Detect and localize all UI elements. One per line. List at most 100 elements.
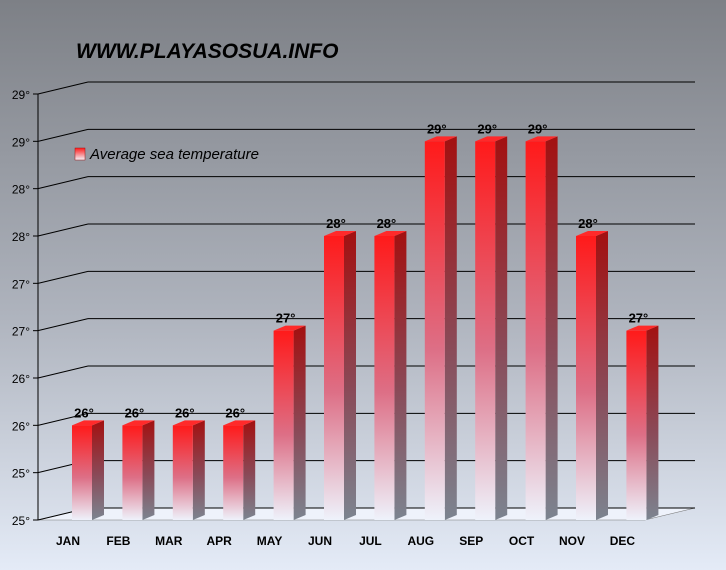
data-label: 29°	[477, 121, 497, 136]
bar-side	[646, 325, 659, 520]
bar-top	[72, 420, 104, 426]
x-tick-label: MAR	[155, 534, 183, 548]
bar-apr	[223, 420, 256, 520]
bar-top	[374, 231, 407, 236]
bar-dec	[626, 325, 659, 520]
y-tick-label: 28°	[12, 230, 30, 244]
bar-front	[424, 141, 445, 521]
y-tick-label: 25°	[12, 514, 30, 528]
bar-side	[495, 136, 508, 521]
y-tick-label: 29°	[12, 135, 30, 149]
data-label: 29°	[427, 121, 447, 136]
y-tick-label: 28°	[12, 183, 30, 197]
bar-sep	[475, 136, 508, 521]
bar-top	[525, 136, 558, 142]
data-label: 27°	[629, 311, 649, 326]
bar-top	[172, 420, 205, 426]
bar-top	[475, 136, 508, 142]
bar-front	[122, 425, 143, 520]
data-label: 28°	[326, 216, 346, 231]
bar-side	[394, 231, 407, 520]
legend: Average sea temperature	[74, 146, 259, 163]
gridline-depth	[37, 128, 89, 142]
bar-side	[192, 420, 205, 520]
x-tick-label: SEP	[459, 534, 483, 548]
bar-aug	[424, 136, 457, 521]
bar-front	[273, 330, 294, 520]
data-label: 27°	[276, 311, 296, 326]
x-tick-label: DEC	[610, 534, 636, 548]
bar-front	[626, 330, 647, 520]
bar-side	[344, 231, 356, 520]
data-label: 26°	[125, 405, 145, 420]
axes: 25° 25° 26° 26° 27° 27° 28° 28° 29° 29°	[12, 88, 39, 528]
legend-label: Average sea temperature	[89, 146, 259, 163]
bar-oct	[525, 136, 558, 521]
gridline-depth	[37, 365, 89, 379]
bar-top	[122, 420, 155, 426]
bar-front	[223, 425, 244, 520]
bar-side	[142, 420, 155, 520]
bar-jan	[72, 420, 104, 520]
x-tick-label: FEB	[106, 534, 130, 548]
x-tick-label: AUG	[407, 534, 434, 548]
data-label: 28°	[377, 216, 397, 231]
bar-side	[545, 136, 558, 521]
bar-front	[172, 425, 193, 520]
bar-top	[424, 136, 457, 142]
bar-may	[273, 325, 306, 520]
bar-feb	[122, 420, 155, 520]
bar-side	[596, 231, 608, 520]
bar-front	[525, 141, 546, 521]
labels: 26° JAN 26° FEB 26° MAR 26° APR 27° MAY 28° JUN 28° J…	[56, 121, 648, 548]
bar-side	[444, 136, 457, 521]
y-tick-label: 25°	[12, 467, 30, 481]
x-tick-label: APR	[207, 534, 233, 548]
bar-side	[243, 420, 256, 520]
x-tick-label: JUL	[359, 534, 382, 548]
gridline-depth	[37, 270, 89, 284]
bar-top	[273, 325, 306, 331]
bar-front	[374, 236, 395, 520]
bar-jun	[324, 231, 356, 520]
y-tick-label: 26°	[12, 419, 30, 433]
bars	[72, 136, 659, 521]
bar-front	[576, 236, 596, 520]
data-label: 26°	[175, 405, 195, 420]
bar-jul	[374, 231, 407, 520]
bar-top	[576, 231, 608, 236]
x-tick-label: OCT	[509, 534, 535, 548]
bar-side	[92, 420, 104, 520]
y-tick-label: 26°	[12, 372, 30, 386]
bar-top	[626, 325, 659, 331]
y-tick-label: 27°	[12, 277, 30, 291]
y-tick-label: 29°	[12, 88, 30, 102]
data-label: 29°	[528, 121, 548, 136]
gridline-depth	[37, 176, 89, 190]
data-label: 26°	[74, 405, 94, 420]
bar-nov	[576, 231, 608, 520]
chart-title: WWW.PLAYASOSUA.INFO	[76, 40, 338, 63]
gridline-depth	[37, 318, 89, 332]
bar-front	[72, 425, 92, 520]
data-label: 26°	[225, 405, 245, 420]
data-label: 28°	[578, 216, 598, 231]
bar-side	[293, 325, 306, 520]
gridline-depth	[37, 81, 89, 95]
bar-top	[324, 231, 356, 236]
x-tick-label: JAN	[56, 534, 80, 548]
legend-swatch	[74, 147, 86, 161]
x-tick-label: NOV	[559, 534, 585, 548]
y-tick-label: 27°	[12, 325, 30, 339]
bar-mar	[172, 420, 205, 520]
bar-front	[324, 236, 344, 520]
bar-front	[475, 141, 496, 521]
gridline-depth	[37, 412, 89, 426]
x-tick-label: MAY	[257, 534, 283, 548]
x-tick-label: JUN	[308, 534, 332, 548]
gridline-depth	[37, 223, 89, 237]
bar-top	[223, 420, 256, 426]
